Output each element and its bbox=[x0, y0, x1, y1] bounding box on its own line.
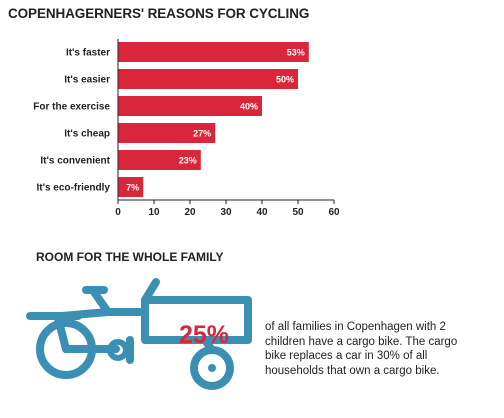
category-label: It's easier bbox=[64, 75, 110, 86]
value-label: 27% bbox=[193, 129, 211, 139]
section-title: ROOM FOR THE WHOLE FAMILY bbox=[36, 250, 224, 264]
x-tick-label: 60 bbox=[328, 207, 340, 218]
category-label: It's faster bbox=[66, 48, 110, 59]
cargo-bike-icon bbox=[26, 278, 252, 390]
x-tick-label: 50 bbox=[292, 207, 304, 218]
category-label: For the exercise bbox=[33, 102, 110, 113]
value-label: 23% bbox=[179, 156, 197, 166]
category-label: It's convenient bbox=[40, 156, 110, 167]
x-tick-label: 20 bbox=[184, 207, 196, 218]
bar-4 bbox=[118, 150, 201, 170]
bar-1 bbox=[118, 69, 298, 89]
bar-0 bbox=[118, 42, 309, 62]
bar-3 bbox=[118, 123, 216, 143]
x-tick-label: 10 bbox=[148, 207, 160, 218]
x-tick-label: 40 bbox=[256, 207, 268, 218]
bar-5 bbox=[118, 177, 144, 197]
value-label: 53% bbox=[287, 48, 305, 58]
value-label: 50% bbox=[276, 75, 294, 85]
value-label: 40% bbox=[240, 102, 258, 112]
x-tick-label: 30 bbox=[220, 207, 232, 218]
stat-percentage: 25% bbox=[178, 321, 230, 349]
stat-description: of all families in Copenhagen with 2 chi… bbox=[265, 321, 458, 377]
x-tick-label: 0 bbox=[115, 207, 121, 218]
chart-title: COPENHAGERNERS' REASONS FOR CYCLING bbox=[8, 6, 310, 21]
value-label: 7% bbox=[126, 183, 139, 193]
category-label: It's cheap bbox=[64, 129, 110, 140]
bar-chart: It's faster 53% It's easier 50% For the exer… bbox=[33, 39, 340, 218]
bar-2 bbox=[118, 96, 262, 116]
category-label: It's eco-friendly bbox=[36, 183, 110, 194]
